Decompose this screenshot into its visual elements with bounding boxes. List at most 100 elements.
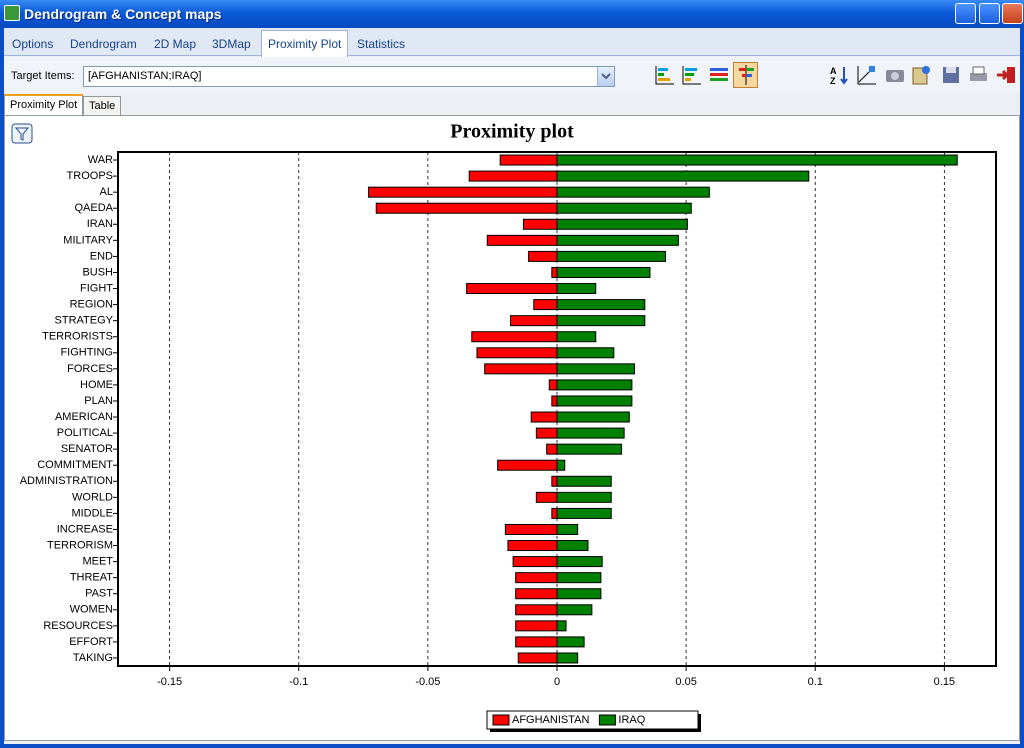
app-icon [4, 5, 20, 21]
legend-label: IRAQ [618, 714, 645, 726]
tab[interactable]: Proximity Plot [261, 30, 349, 57]
y-tick-label: FIGHTING [60, 347, 113, 359]
y-tick-label: AL [100, 186, 113, 198]
legend-swatch [492, 714, 510, 726]
svg-text:Z: Z [830, 76, 836, 86]
window-title: Dendrogram & Concept maps [24, 6, 222, 22]
sort-button[interactable] [653, 64, 675, 86]
bar [556, 363, 635, 375]
bar [556, 283, 597, 295]
bar [556, 202, 692, 214]
target-label: Target Items: [11, 70, 75, 82]
bar [556, 299, 646, 311]
tab[interactable]: Options [12, 37, 54, 51]
y-tick-label: MEET [82, 556, 113, 568]
bar [535, 427, 558, 439]
bar [556, 347, 615, 359]
bar [556, 556, 603, 568]
bar [551, 507, 558, 519]
save-button[interactable] [940, 64, 962, 86]
bar [556, 315, 646, 327]
y-tick-label: WORLD [72, 491, 113, 503]
sort-button[interactable] [680, 64, 702, 86]
y-tick-label: MILITARY [63, 234, 113, 246]
filter-icon [14, 127, 30, 141]
bar [556, 427, 625, 439]
bar [510, 315, 558, 327]
svg-text:A: A [830, 66, 837, 76]
y-tick-label: IRAN [87, 218, 113, 230]
subtab[interactable]: Proximity Plot [4, 94, 84, 116]
combo-dropdown[interactable] [597, 67, 614, 86]
bar [556, 218, 688, 230]
bar [556, 154, 958, 166]
bar [497, 459, 558, 471]
minimize-button[interactable] [955, 3, 976, 24]
y-tick-label: END [90, 250, 113, 262]
sort-az-button[interactable]: AZ [829, 64, 851, 86]
bar [548, 379, 558, 391]
bar [556, 636, 585, 648]
bar [556, 459, 566, 471]
tab[interactable]: Dendrogram [70, 37, 137, 51]
legend-label: AFGHANISTAN [512, 714, 589, 726]
tab[interactable]: 2D Map [154, 37, 197, 51]
plot-border [117, 151, 997, 667]
y-tick-label: TERRORISTS [42, 331, 113, 343]
bar [556, 170, 810, 182]
close-button[interactable] [1002, 3, 1023, 24]
tab[interactable]: 3DMap [212, 37, 251, 51]
export-button[interactable] [910, 64, 932, 86]
maximize-button[interactable] [979, 3, 1000, 24]
x-tick-label: -0.1 [289, 676, 308, 688]
y-tick-label: INCREASE [57, 523, 113, 535]
bar [546, 443, 558, 455]
bar [556, 572, 602, 584]
y-tick-label: ADMINISTRATION [20, 475, 113, 487]
y-tick-label: REGION [70, 299, 113, 311]
y-tick-label: THREAT [70, 572, 113, 584]
bar [504, 523, 558, 535]
diverging-button[interactable] [733, 62, 758, 88]
snapshot-button[interactable] [884, 64, 906, 86]
exit-button[interactable] [995, 64, 1017, 86]
bar [486, 234, 558, 246]
print-button[interactable] [967, 64, 989, 86]
bar [556, 234, 679, 246]
y-tick-label: AMERICAN [55, 411, 113, 423]
bar [515, 572, 558, 584]
bar [484, 363, 558, 375]
bar [522, 218, 558, 230]
y-tick-label: TAKING [73, 652, 113, 664]
y-tick-label: TERRORISM [47, 539, 113, 551]
bar [556, 620, 567, 632]
bar [556, 523, 579, 535]
x-tick-label: 0.15 [934, 676, 955, 688]
bar [551, 266, 558, 278]
bar [375, 202, 558, 214]
chart-title: Proximity plot [450, 121, 574, 143]
bar [556, 652, 579, 664]
bar [533, 299, 558, 311]
x-tick-label: -0.15 [157, 676, 182, 688]
legend-box [486, 710, 699, 730]
axis-button[interactable] [855, 64, 877, 86]
stack-button[interactable] [708, 64, 730, 86]
tab[interactable]: Statistics [357, 37, 406, 51]
bar [556, 395, 633, 407]
bar [528, 250, 558, 262]
target-combo[interactable]: [AFGHANISTAN;IRAQ] [83, 66, 615, 87]
bar [556, 411, 630, 423]
bar [515, 620, 558, 632]
title-bar: Dendrogram & Concept maps [0, 0, 1024, 28]
subtab[interactable]: Table [83, 96, 122, 116]
bar [556, 331, 597, 343]
bar [512, 556, 558, 568]
bar [507, 540, 558, 552]
main-tabs: Options Dendrogram 2D Map 3DMap Proximit… [4, 28, 1020, 57]
bar [471, 331, 558, 343]
bar [556, 379, 633, 391]
y-tick-label: RESOURCES [43, 620, 113, 632]
filter-button[interactable] [11, 123, 33, 144]
